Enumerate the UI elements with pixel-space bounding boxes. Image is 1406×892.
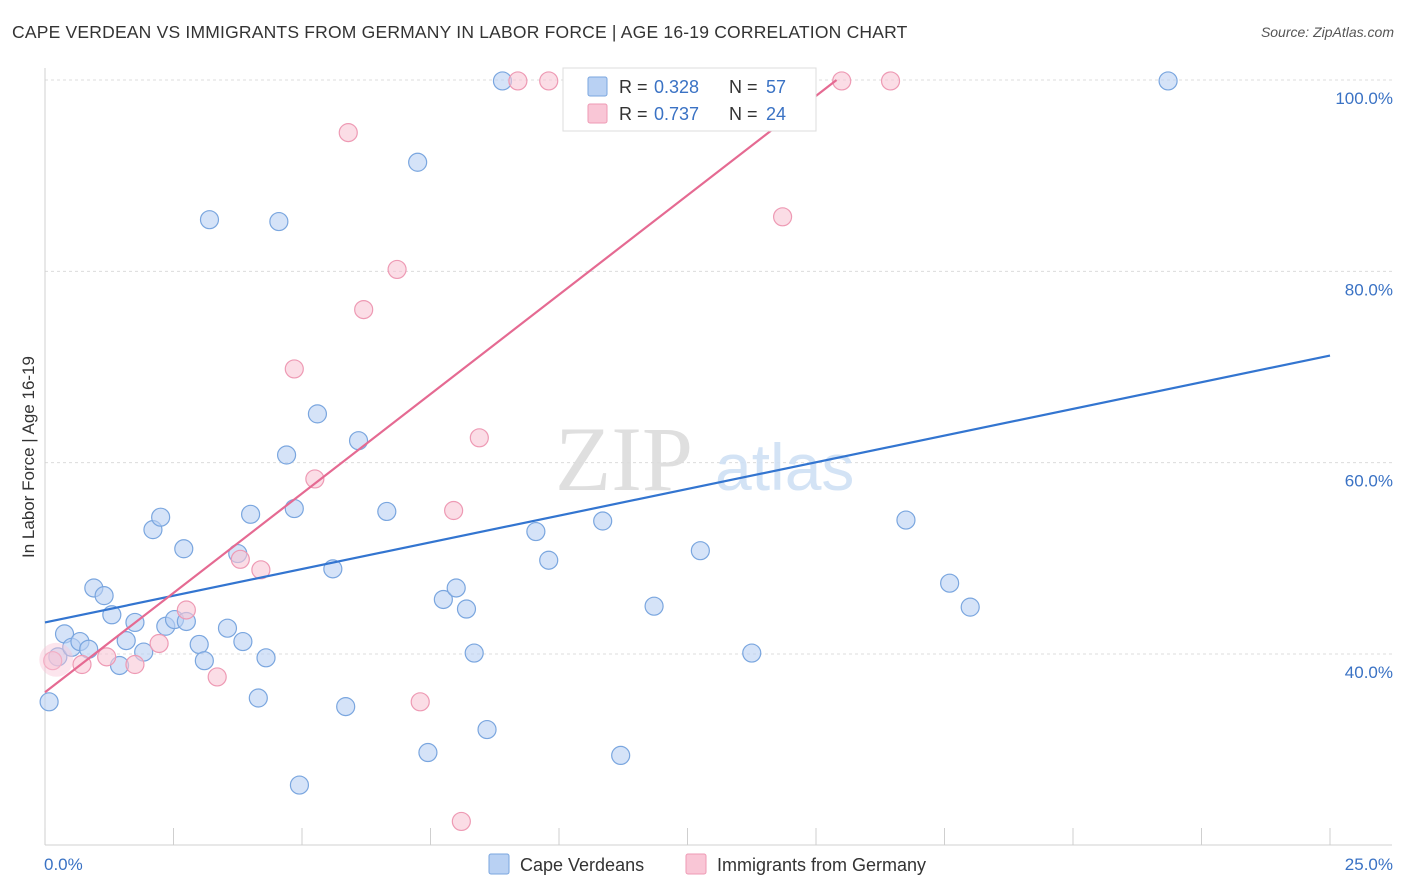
germany-point: [207, 667, 227, 687]
watermark: ZIP atlas: [555, 408, 854, 510]
y-tick-label: 80.0%: [1345, 280, 1393, 299]
cape-verdean-point: [116, 631, 136, 651]
cape-verdean-point: [307, 404, 328, 424]
x-ticks: [44, 828, 1331, 845]
germany-point: [97, 647, 117, 667]
y-tick-labels: 40.0% 60.0% 80.0% 100.0%: [1335, 89, 1393, 682]
legend-swatch-pink: [587, 103, 608, 124]
cape-verdean-point: [233, 631, 253, 652]
cape-verdean-point: [199, 210, 220, 230]
cape-verdean-point: [477, 719, 497, 740]
chart-title: CAPE VERDEAN VS IMMIGRANTS FROM GERMANY …: [12, 22, 908, 42]
y-axis-title: In Labor Force | Age 16-19: [19, 356, 38, 558]
germany-point: [338, 123, 358, 143]
germany-trend-line: [44, 79, 838, 694]
cape-verdean-point: [644, 596, 664, 616]
cape-verdean-point: [1158, 71, 1178, 91]
germany-point: [305, 469, 325, 489]
cape-verdean-point: [217, 618, 238, 638]
watermark-zip: ZIP: [555, 408, 693, 510]
germany-point: [469, 428, 489, 448]
cape-verdean-point: [241, 504, 261, 524]
germany-point: [832, 71, 852, 91]
germany-point: [149, 633, 169, 654]
y-tick-label: 60.0%: [1345, 472, 1393, 491]
germany-cluster-point: [39, 642, 74, 677]
legend-n-value-0: 57: [766, 77, 786, 97]
cape-verdean-point: [336, 697, 356, 717]
germany-point: [125, 654, 145, 675]
germany-point: [230, 549, 250, 569]
cape-verdean-point: [690, 541, 710, 561]
y-tick-label: 40.0%: [1345, 663, 1393, 682]
cape-verdean-point: [289, 775, 310, 795]
cape-verdean-point: [269, 211, 289, 232]
bottom-legend-swatch-pink: [685, 853, 707, 875]
grid-lines: [45, 79, 1392, 655]
series-legend: Cape Verdeans Immigrants from Germany: [488, 853, 926, 875]
cape-verdean-point: [960, 597, 980, 617]
cape-verdean-point: [348, 431, 369, 451]
cape-verdean-point: [189, 634, 209, 655]
trend-lines: [44, 79, 1331, 694]
legend-swatch-blue: [587, 76, 608, 97]
x-tick-label-min: 0.0%: [44, 855, 83, 874]
germany-point: [451, 811, 471, 832]
legend-r-label-1: R =: [619, 104, 648, 124]
cape-verdean-point: [377, 501, 397, 522]
cape-verdean-point: [526, 521, 546, 542]
cape-verdean-point: [456, 599, 477, 619]
legend-r-value-1: 0.737: [654, 104, 699, 124]
cape-verdean-point: [276, 445, 297, 465]
bottom-legend-label-1: Immigrants from Germany: [717, 855, 926, 875]
series-cape-verdeans: [39, 71, 1178, 795]
watermark-atlas: atlas: [715, 430, 854, 504]
cape-verdean-point: [446, 578, 466, 598]
x-tick-label-max: 25.0%: [1345, 855, 1393, 874]
germany-point: [444, 500, 464, 521]
cape-verdean-point: [94, 586, 114, 606]
cape-verdean-point: [151, 507, 171, 527]
cape-verdean-point: [940, 573, 960, 593]
legend-r-value-0: 0.328: [654, 77, 699, 97]
bottom-legend-label-0: Cape Verdeans: [520, 855, 644, 875]
germany-point: [539, 71, 559, 91]
cape-verdean-point: [256, 648, 276, 668]
stats-legend: R = 0.328 N = 57 R = 0.737 N = 24: [562, 67, 817, 132]
cape-verdean-point: [464, 643, 484, 663]
germany-point: [387, 259, 407, 280]
cape-verdean-point: [593, 511, 613, 531]
legend-n-label-1: N =: [729, 104, 758, 124]
germany-point: [176, 600, 196, 620]
cape-verdean-point: [611, 745, 631, 766]
cape-verdean-point: [248, 688, 268, 708]
cape-verdean-point: [539, 550, 559, 570]
germany-point: [43, 651, 63, 671]
cape-verdean-point: [896, 510, 916, 530]
y-tick-label: 100.0%: [1335, 89, 1393, 108]
cape-verdean-point: [742, 643, 762, 663]
cape-verdean-point: [284, 498, 304, 519]
cape-verdean-point: [433, 589, 453, 610]
germany-point: [251, 560, 271, 580]
cape-verdean-point: [408, 152, 428, 172]
germany-point: [772, 207, 793, 227]
bottom-legend-swatch-blue: [488, 853, 510, 875]
cape-verdean-trend-line: [44, 354, 1331, 624]
germany-point: [880, 71, 901, 91]
germany-point: [284, 359, 304, 379]
source-label: Source: ZipAtlas.com: [1260, 24, 1394, 40]
cape-verdean-point: [174, 539, 194, 559]
axes: [44, 68, 1392, 846]
germany-point: [508, 71, 528, 91]
germany-point: [410, 692, 430, 712]
cape-verdean-point: [39, 692, 59, 712]
legend-n-label-0: N =: [729, 77, 758, 97]
legend-n-value-1: 24: [766, 104, 786, 124]
cape-verdean-point: [194, 651, 214, 671]
germany-point: [354, 300, 374, 320]
cape-verdean-point: [418, 742, 438, 763]
legend-r-label-0: R =: [619, 77, 648, 97]
